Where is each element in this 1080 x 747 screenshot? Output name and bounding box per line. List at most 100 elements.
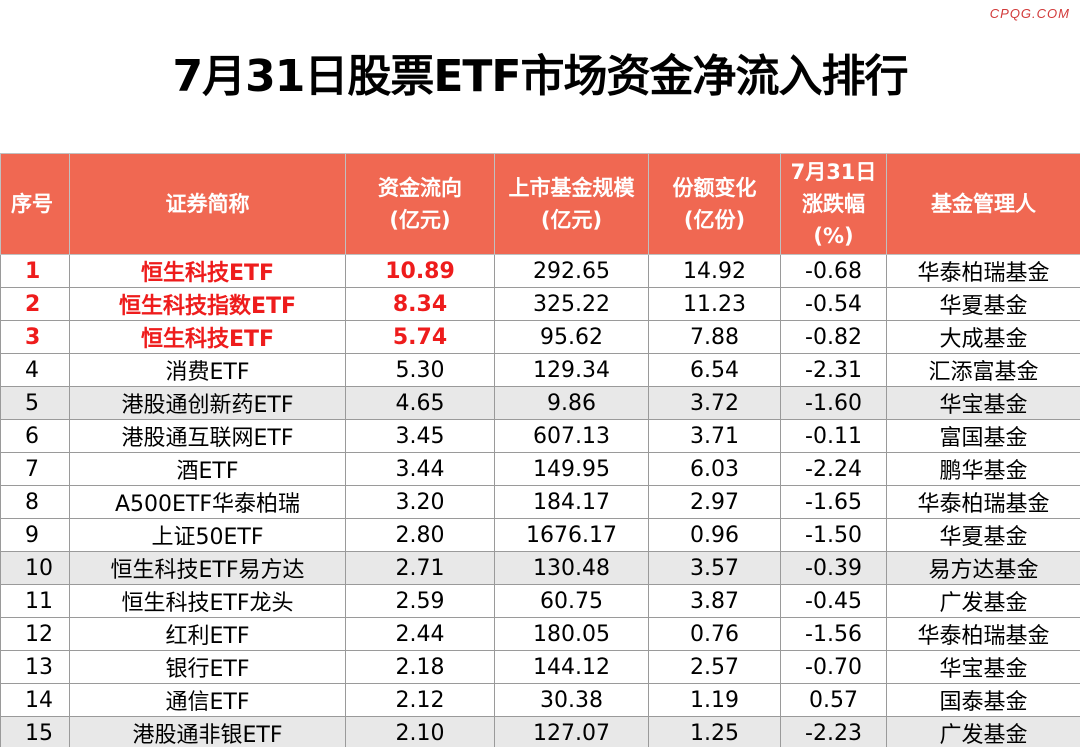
header-flow: 资金流向 (亿元)	[345, 153, 495, 255]
table-row: 5 港股通创新药ETF 4.65 9.86 3.72 -1.60 华宝基金	[0, 386, 1080, 420]
cell-price-change: 0.57	[780, 683, 887, 717]
cell-flow: 3.20	[345, 485, 495, 519]
cell-name: 银行ETF	[69, 650, 346, 684]
cell-name: 上证50ETF	[69, 518, 346, 552]
cell-price-change: -0.68	[780, 254, 887, 288]
cell-scale: 129.34	[494, 353, 649, 387]
cell-scale: 60.75	[494, 584, 649, 618]
cell-share-change: 2.57	[648, 650, 781, 684]
cell-scale: 180.05	[494, 617, 649, 651]
cell-price-change: -0.82	[780, 320, 887, 354]
cell-share-change: 1.19	[648, 683, 781, 717]
cell-share-change: 11.23	[648, 287, 781, 321]
cell-share-change: 14.92	[648, 254, 781, 288]
cell-scale: 9.86	[494, 386, 649, 420]
header-share-change: 份额变化 (亿份)	[648, 153, 781, 255]
table-row: 4 消费ETF 5.30 129.34 6.54 -2.31 汇添富基金	[0, 353, 1080, 387]
cell-flow: 3.44	[345, 452, 495, 486]
cell-scale: 130.48	[494, 551, 649, 585]
cell-flow: 2.80	[345, 518, 495, 552]
table-row: 8 A500ETF华泰柏瑞 3.20 184.17 2.97 -1.65 华泰柏瑞基金	[0, 485, 1080, 519]
cell-rank: 7	[0, 452, 70, 486]
cell-scale: 325.22	[494, 287, 649, 321]
cell-scale: 1676.17	[494, 518, 649, 552]
cell-flow: 3.45	[345, 419, 495, 453]
cell-rank: 8	[0, 485, 70, 519]
cell-flow: 2.71	[345, 551, 495, 585]
cell-price-change: -0.70	[780, 650, 887, 684]
cell-share-change: 3.71	[648, 419, 781, 453]
cell-rank: 3	[0, 320, 70, 354]
cell-flow: 4.65	[345, 386, 495, 420]
cell-price-change: -0.54	[780, 287, 887, 321]
cell-rank: 10	[0, 551, 70, 585]
cell-manager: 华夏基金	[886, 287, 1080, 321]
cell-share-change: 2.97	[648, 485, 781, 519]
cell-scale: 607.13	[494, 419, 649, 453]
table-row: 10 恒生科技ETF易方达 2.71 130.48 3.57 -0.39 易方达基金	[0, 551, 1080, 585]
page-title: 7月31日股票ETF市场资金净流入排行	[172, 51, 909, 102]
cell-manager: 国泰基金	[886, 683, 1080, 717]
cell-rank: 11	[0, 584, 70, 618]
table-row: 1 恒生科技ETF 10.89 292.65 14.92 -0.68 华泰柏瑞基金	[0, 254, 1080, 288]
table-row: 6 港股通互联网ETF 3.45 607.13 3.71 -0.11 富国基金	[0, 419, 1080, 453]
cell-name: A500ETF华泰柏瑞	[69, 485, 346, 519]
cell-name: 红利ETF	[69, 617, 346, 651]
table-row: 14 通信ETF 2.12 30.38 1.19 0.57 国泰基金	[0, 683, 1080, 717]
header-scale: 上市基金规模 (亿元)	[494, 153, 649, 255]
cell-manager: 华夏基金	[886, 518, 1080, 552]
cell-price-change: -2.24	[780, 452, 887, 486]
cell-manager: 鹏华基金	[886, 452, 1080, 486]
cell-manager: 华宝基金	[886, 386, 1080, 420]
cell-rank: 12	[0, 617, 70, 651]
cell-name: 港股通非银ETF	[69, 716, 346, 747]
cell-scale: 30.38	[494, 683, 649, 717]
cell-share-change: 1.25	[648, 716, 781, 747]
cell-price-change: -1.50	[780, 518, 887, 552]
cell-manager: 广发基金	[886, 584, 1080, 618]
cell-flow: 2.59	[345, 584, 495, 618]
cell-flow: 5.74	[345, 320, 495, 354]
cell-scale: 184.17	[494, 485, 649, 519]
cell-manager: 汇添富基金	[886, 353, 1080, 387]
cell-flow: 5.30	[345, 353, 495, 387]
cell-flow: 8.34	[345, 287, 495, 321]
header-manager: 基金管理人	[886, 153, 1080, 255]
cell-name: 恒生科技指数ETF	[69, 287, 346, 321]
cell-flow: 10.89	[345, 254, 495, 288]
cell-rank: 2	[0, 287, 70, 321]
cell-price-change: -1.60	[780, 386, 887, 420]
cell-name: 酒ETF	[69, 452, 346, 486]
cell-price-change: -0.45	[780, 584, 887, 618]
cell-name: 恒生科技ETF	[69, 254, 346, 288]
table-header-row: 序号 证券简称 资金流向 (亿元) 上市基金规模 (亿元) 份额变化 (亿份) 7月3…	[0, 153, 1080, 255]
cell-name: 恒生科技ETF	[69, 320, 346, 354]
cell-price-change: -0.11	[780, 419, 887, 453]
header-rank: 序号	[0, 153, 70, 255]
cell-price-change: -0.39	[780, 551, 887, 585]
cell-manager: 华泰柏瑞基金	[886, 617, 1080, 651]
cell-name: 恒生科技ETF龙头	[69, 584, 346, 618]
cell-share-change: 3.87	[648, 584, 781, 618]
cell-scale: 149.95	[494, 452, 649, 486]
table-row: 9 上证50ETF 2.80 1676.17 0.96 -1.50 华夏基金	[0, 518, 1080, 552]
cell-manager: 广发基金	[886, 716, 1080, 747]
cell-name: 港股通互联网ETF	[69, 419, 346, 453]
cell-share-change: 0.96	[648, 518, 781, 552]
cell-price-change: -1.56	[780, 617, 887, 651]
cell-rank: 13	[0, 650, 70, 684]
table-row: 3 恒生科技ETF 5.74 95.62 7.88 -0.82 大成基金	[0, 320, 1080, 354]
cell-scale: 292.65	[494, 254, 649, 288]
cell-price-change: -2.23	[780, 716, 887, 747]
cell-rank: 5	[0, 386, 70, 420]
table-row: 7 酒ETF 3.44 149.95 6.03 -2.24 鹏华基金	[0, 452, 1080, 486]
cell-share-change: 6.54	[648, 353, 781, 387]
cell-rank: 15	[0, 716, 70, 747]
table-row: 2 恒生科技指数ETF 8.34 325.22 11.23 -0.54 华夏基金	[0, 287, 1080, 321]
cell-rank: 4	[0, 353, 70, 387]
cell-flow: 2.44	[345, 617, 495, 651]
cell-name: 通信ETF	[69, 683, 346, 717]
table-row: 11 恒生科技ETF龙头 2.59 60.75 3.87 -0.45 广发基金	[0, 584, 1080, 618]
cell-price-change: -2.31	[780, 353, 887, 387]
cell-scale: 127.07	[494, 716, 649, 747]
